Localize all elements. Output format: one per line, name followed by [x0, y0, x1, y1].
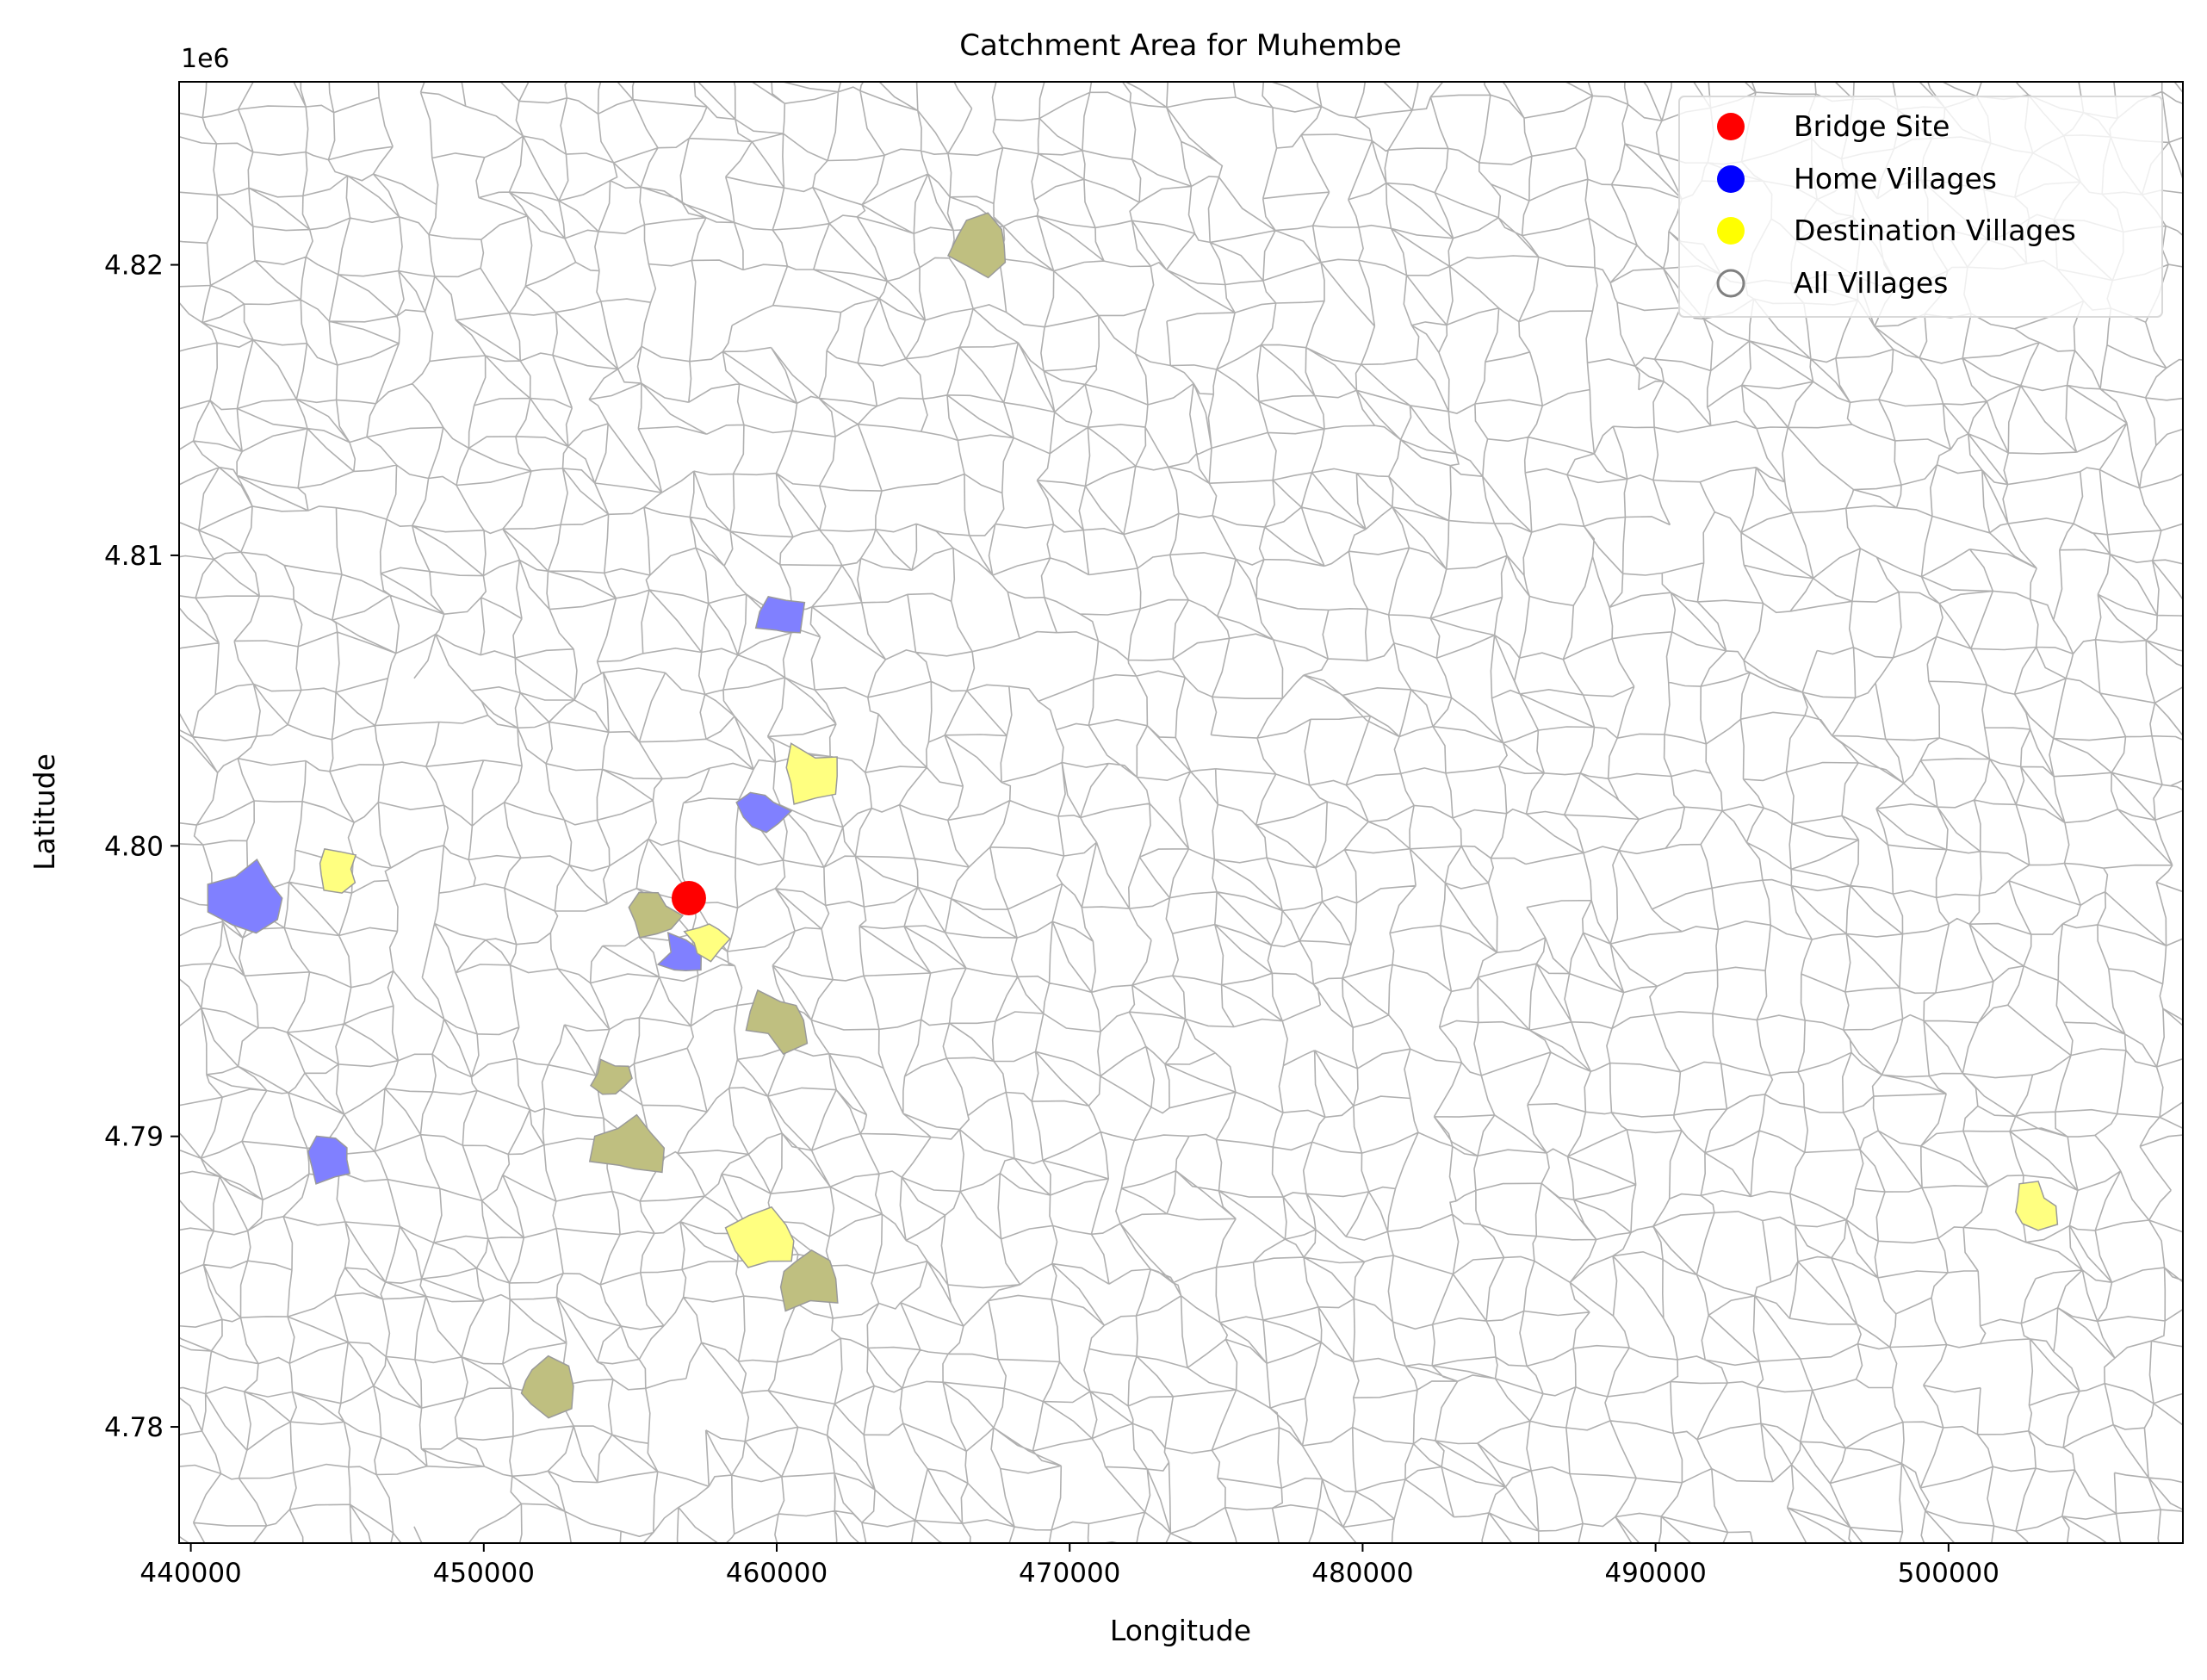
legend-marker-destination-villages [1717, 217, 1745, 245]
x-tick-label: 460000 [726, 1558, 828, 1589]
home-village [735, 791, 793, 834]
legend-item-destination-villages: Destination Villages [1717, 214, 2076, 247]
legend-label-home-villages: Home Villages [1794, 162, 1997, 195]
legend-item-home-villages: Home Villages [1717, 162, 1997, 195]
destination-village [785, 742, 838, 805]
y-tick-label: 4.82 [104, 251, 164, 282]
x-tick-label: 470000 [1019, 1558, 1120, 1589]
y-offset-label: 1e6 [181, 44, 230, 74]
home-village [656, 932, 703, 972]
home-destination-village [590, 1058, 633, 1095]
home-destination-village [520, 1355, 574, 1419]
x-axis-label: Longitude [1110, 1614, 1251, 1647]
destination-village [724, 1206, 795, 1268]
home-destination-village [779, 1249, 839, 1312]
x-tick-label: 450000 [433, 1558, 535, 1589]
legend: Bridge Site Home Villages Destination Vi… [1678, 96, 2163, 318]
village-boundaries [179, 82, 2183, 1543]
home-village [207, 858, 283, 934]
chart-title: Catchment Area for Muhembe [959, 28, 1401, 63]
y-tick-label: 4.81 [104, 541, 164, 572]
y-axis-label: Latitude [28, 753, 61, 871]
x-axis-ticks: 440000 450000 460000 470000 480000 490000 5000… [139, 1543, 1999, 1589]
home-destination-village [588, 1113, 666, 1174]
x-tick-label: 490000 [1604, 1558, 1706, 1589]
home-destination-village [947, 212, 1007, 279]
y-tick-label: 4.79 [104, 1122, 164, 1153]
village-boundary-mesh [179, 82, 2183, 1543]
home-village [754, 596, 806, 634]
x-tick-label: 480000 [1311, 1558, 1413, 1589]
bridge-site-marker [671, 881, 706, 916]
y-tick-label: 4.80 [104, 831, 164, 862]
highlighted-villages [207, 212, 2059, 1419]
legend-marker-all-villages [1716, 269, 1745, 298]
home-destination-village [628, 891, 685, 939]
destination-village [2015, 1181, 2059, 1231]
legend-marker-bridge-site [1717, 113, 1745, 140]
home-destination-village [745, 989, 809, 1056]
x-tick-label: 500000 [1898, 1558, 1999, 1589]
legend-label-destination-villages: Destination Villages [1794, 214, 2076, 247]
legend-item-all-villages: All Villages [1716, 266, 1948, 300]
bridge-layer [671, 881, 706, 916]
legend-label-bridge-site: Bridge Site [1794, 109, 1950, 143]
home-village [307, 1135, 351, 1185]
y-tick-label: 4.78 [104, 1412, 164, 1443]
legend-item-bridge-site: Bridge Site [1717, 109, 1950, 143]
destination-village [319, 848, 357, 894]
x-tick-label: 440000 [139, 1558, 241, 1589]
y-axis-ticks: 4.78 4.79 4.80 4.81 4.82 [104, 251, 179, 1443]
legend-box [1678, 96, 2163, 318]
legend-label-all-villages: All Villages [1794, 266, 1948, 300]
axes-frame [178, 81, 2184, 1544]
destination-village [683, 923, 731, 963]
legend-marker-home-villages [1717, 165, 1745, 193]
